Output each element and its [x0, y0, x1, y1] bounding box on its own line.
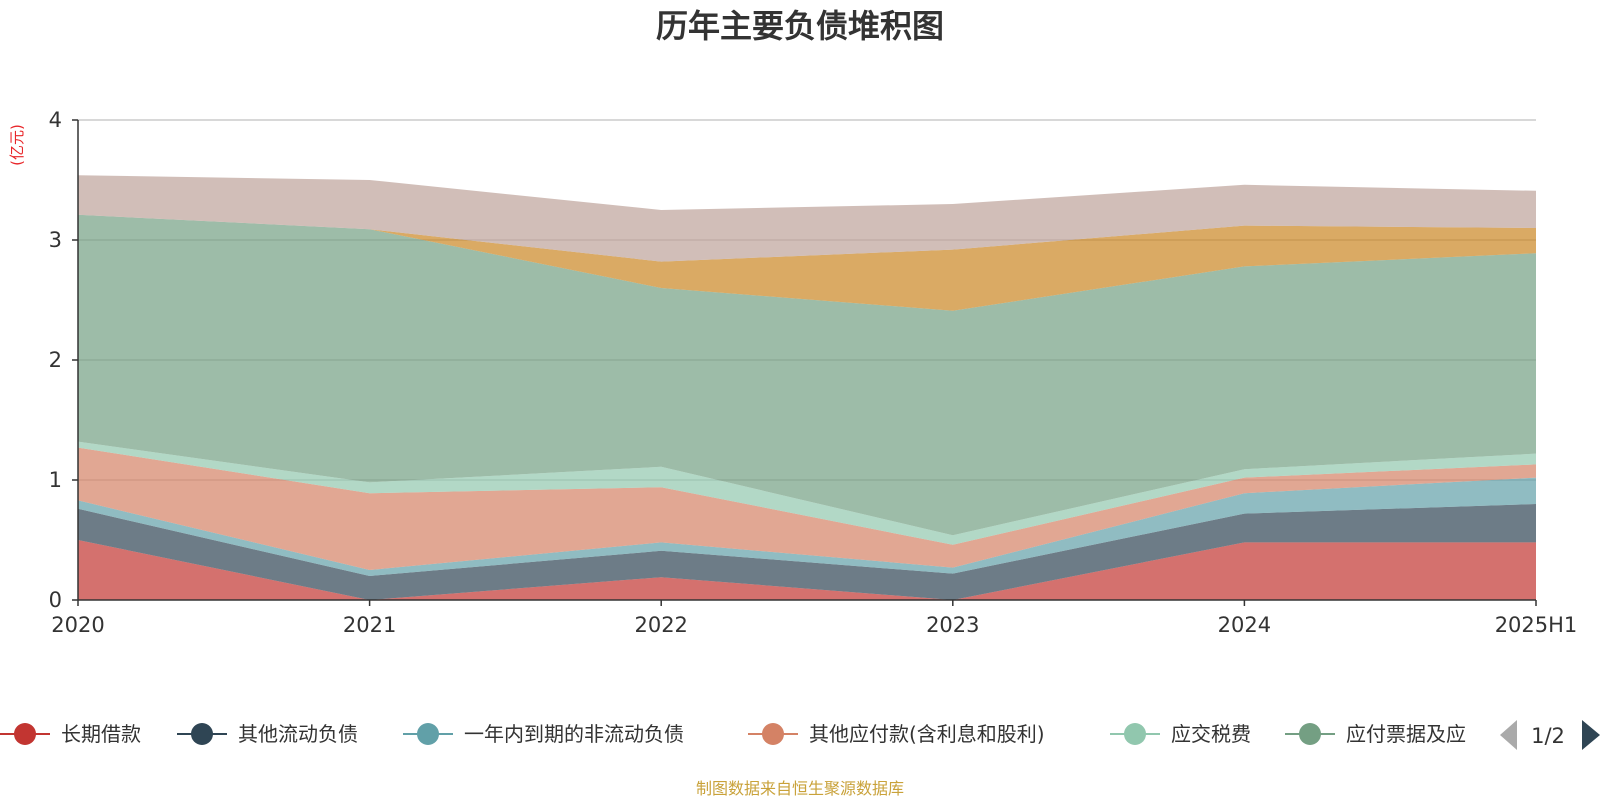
legend-pager: 1/2 — [1500, 720, 1600, 750]
area-series-2 — [78, 504, 1536, 600]
area-series-8 — [78, 175, 1536, 262]
legend-circle-marker — [14, 723, 36, 745]
legend-circle-marker — [762, 723, 784, 745]
legend-page-indicator: 1/2 — [1531, 724, 1565, 748]
x-tick-label: 2024 — [1218, 613, 1271, 637]
x-tick-label: 2022 — [634, 613, 687, 637]
y-axis-unit-label: (亿元) — [8, 124, 26, 166]
y-tick-label: 2 — [49, 348, 62, 372]
area-series-7 — [78, 214, 1536, 311]
legend-label: 应交税费 — [1171, 722, 1251, 746]
chart-title: 历年主要负债堆积图 — [656, 7, 944, 45]
area-series-6 — [78, 214, 1536, 536]
legend-circle-marker — [417, 723, 439, 745]
area-series-4 — [78, 447, 1536, 570]
legend-circle-marker — [1299, 723, 1321, 745]
legend-circle-marker — [1124, 723, 1146, 745]
legend-label: 一年内到期的非流动负债 — [464, 722, 684, 746]
x-tick-label: 2023 — [926, 613, 979, 637]
legend-item[interactable]: 应交税费 — [1110, 722, 1251, 746]
area-series-3 — [78, 477, 1536, 576]
legend-item[interactable]: 一年内到期的非流动负债 — [403, 722, 684, 746]
source-note-text: 制图数据来自恒生聚源数据库 — [696, 779, 904, 798]
legend-label: 应付票据及应 — [1346, 722, 1466, 746]
x-tick-label: 2021 — [343, 613, 396, 637]
legend-items: 长期借款 其他流动负债 一年内到期的非流动负债 其他应付款(含利息和股利) 应交税费 应付… — [0, 722, 1466, 746]
y-tick-label: 1 — [49, 468, 62, 492]
area-series-1 — [78, 540, 1536, 600]
legend-item[interactable]: 其他流动负债 — [177, 722, 358, 746]
legend: 长期借款 其他流动负债 一年内到期的非流动负债 其他应付款(含利息和股利) 应交税费 应付… — [0, 722, 1466, 746]
legend-item[interactable]: 长期借款 — [0, 722, 141, 746]
x-tick-label: 2020 — [51, 613, 104, 637]
y-tick-label: 0 — [49, 588, 62, 612]
area-series-5 — [78, 441, 1536, 545]
y-axis-ticks: 0 1 2 3 4 — [49, 108, 78, 612]
y-tick-label: 3 — [49, 228, 62, 252]
legend-prev-page-icon[interactable] — [1500, 720, 1517, 750]
legend-next-page-icon[interactable] — [1582, 720, 1600, 750]
legend-item[interactable]: 其他应付款(含利息和股利) — [748, 722, 1045, 746]
legend-label: 其他应付款(含利息和股利) — [809, 722, 1045, 746]
legend-item[interactable]: 应付票据及应 — [1285, 722, 1466, 746]
x-tick-label: 2025H1 — [1495, 613, 1578, 637]
legend-label: 长期借款 — [61, 722, 141, 746]
legend-label: 其他流动负债 — [238, 722, 358, 746]
stacked-areas — [78, 175, 1536, 600]
x-axis-ticks: 2020 2021 2022 2023 2024 2025H1 — [51, 600, 1577, 637]
y-tick-label: 4 — [49, 108, 62, 132]
legend-circle-marker — [191, 723, 213, 745]
